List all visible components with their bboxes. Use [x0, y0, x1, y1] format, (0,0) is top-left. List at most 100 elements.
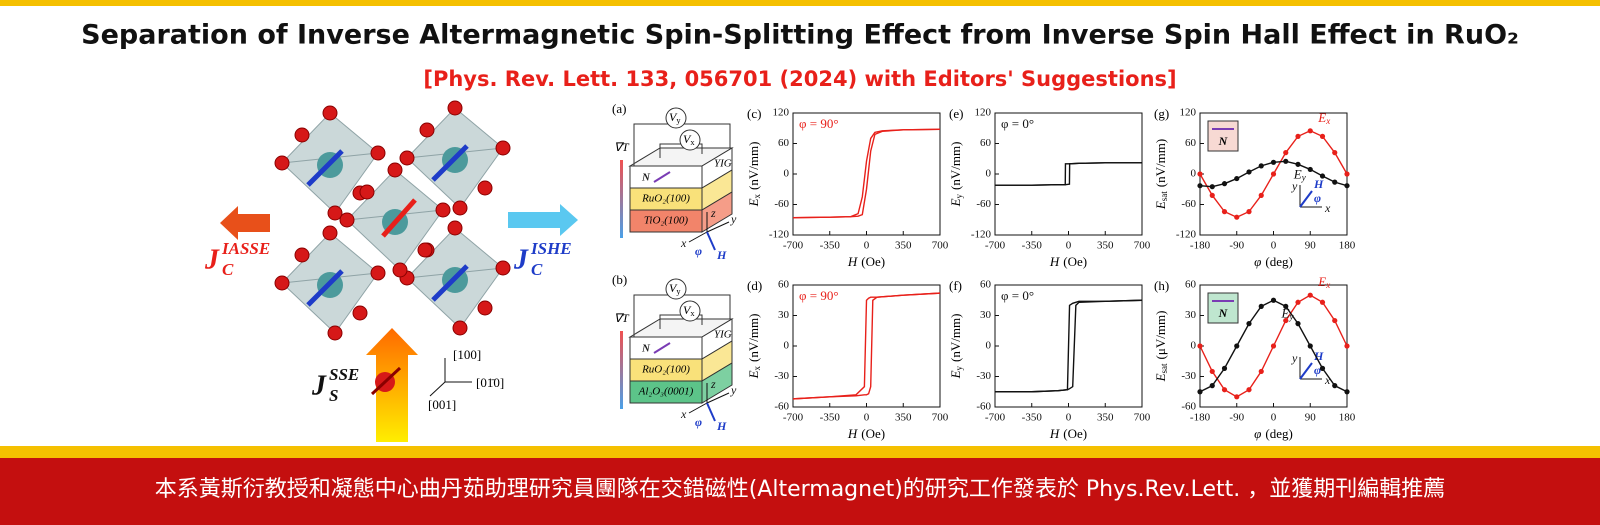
- x-tick-label: 0: [864, 412, 870, 424]
- subscript: sat: [1159, 363, 1169, 373]
- axis-label: H: [716, 248, 727, 262]
- data-point: [1283, 150, 1289, 156]
- layer-front: [629, 165, 703, 189]
- y-tick-label: -30: [976, 370, 991, 382]
- inset-h: [1299, 362, 1313, 380]
- data-point: [1234, 394, 1240, 400]
- x-tick-label: 700: [1134, 412, 1151, 424]
- symbol: E: [1281, 305, 1290, 320]
- voltmeter: [665, 107, 687, 129]
- oxygen-atom: [274, 155, 290, 171]
- oxygen-atom: [452, 320, 468, 336]
- subscript: x: [752, 193, 762, 198]
- oxygen-atom: [495, 260, 511, 276]
- y-axis-label: Ex (nV/mm): [746, 142, 762, 208]
- vector-label: N: [641, 343, 651, 355]
- panel-label: (c): [747, 106, 761, 121]
- inset-axis-label: y: [1291, 351, 1298, 365]
- series-line: [792, 128, 941, 219]
- axis-label: y: [730, 212, 737, 226]
- y-tick-label: 120: [1180, 107, 1197, 119]
- unit: (deg): [1265, 426, 1292, 441]
- series-label: Ex: [1317, 274, 1330, 290]
- x-tick-label: -700: [985, 240, 1006, 252]
- x-tick-label: -90: [1229, 240, 1244, 252]
- data-point: [1246, 387, 1252, 393]
- subscript: y: [676, 116, 681, 125]
- plot-frame: [994, 112, 1143, 236]
- axis-label: φ: [695, 244, 702, 258]
- symbol: φ: [1254, 426, 1261, 441]
- axis-label: y: [730, 383, 737, 397]
- layer-side: [701, 362, 733, 404]
- data-point: [1319, 173, 1326, 179]
- vector-arrow: [653, 171, 671, 183]
- voltmeter: [665, 278, 687, 300]
- subscript: x: [690, 138, 695, 147]
- axis-label: H: [716, 419, 727, 433]
- x-tick-label: -700: [783, 412, 804, 424]
- y-tick-label: 0: [784, 340, 790, 352]
- layer-label: RuO₂(100): [641, 364, 690, 376]
- inset-box: [1207, 292, 1239, 324]
- y-axis-label: Ex (nV/mm): [746, 314, 762, 380]
- data-point: [1270, 159, 1277, 165]
- data-point: [1234, 343, 1240, 349]
- x-axis-label: φ (deg): [1254, 426, 1293, 441]
- panel-label: (f): [949, 278, 962, 293]
- label-sup: ISHE: [530, 239, 572, 258]
- inset-axis-label: φ: [1314, 191, 1321, 205]
- x-tick-label: 0: [1271, 240, 1277, 252]
- annotation: φ = 90°: [799, 288, 839, 303]
- data-point: [1319, 133, 1326, 139]
- y-tick-label: 0: [986, 340, 992, 352]
- x-axis-label: H (Oe): [1049, 426, 1087, 441]
- axis-label: x: [680, 407, 687, 421]
- series-label: Ey: [1281, 305, 1294, 321]
- subscript: y: [1288, 311, 1293, 321]
- data-point: [1221, 181, 1228, 187]
- oxygen-atom: [370, 265, 386, 281]
- symbol: H: [1049, 254, 1060, 269]
- y-tick-label: 30: [980, 309, 992, 321]
- layer-label: RuO₂(100): [641, 193, 690, 205]
- footer-text: 本系黃斯衍教授和凝態中心曲丹茹助理研究員團隊在交錯磁性(Altermagnet)…: [155, 477, 1446, 502]
- y-tick-label: -60: [774, 401, 789, 413]
- gradient-bar: [620, 331, 623, 409]
- title: Separation of Inverse Altermagnetic Spin…: [81, 20, 1519, 51]
- spin-arrow: [431, 264, 469, 302]
- data-point: [1307, 166, 1313, 173]
- vector-label: N: [641, 172, 651, 184]
- x-tick-label: 350: [1097, 412, 1114, 424]
- gradient-label: ∇T: [614, 311, 630, 325]
- symbol: V: [683, 132, 692, 146]
- series-label: Ey: [1293, 166, 1306, 182]
- inset-axis-label: y: [1291, 179, 1298, 193]
- unit: (nV/mm): [948, 314, 963, 362]
- oxygen-atom: [435, 202, 451, 218]
- x-tick-label: 90: [1305, 240, 1317, 252]
- label-symbol: J: [204, 244, 220, 275]
- inset-h: [1299, 190, 1313, 208]
- symbol: E: [948, 198, 963, 207]
- y-tick-label: 30: [778, 309, 790, 321]
- gradient-label: ∇T: [614, 140, 630, 154]
- symbol: E: [1153, 201, 1168, 210]
- data-point: [1221, 365, 1228, 371]
- y-axis-label: Ey (nV/mm): [948, 314, 964, 380]
- series-line: [995, 162, 1142, 186]
- panel-label: (d): [747, 278, 762, 293]
- spin-arrow: [381, 198, 417, 238]
- iasse-arrow: [220, 206, 270, 240]
- oxygen-atom: [322, 225, 338, 241]
- x-tick-label: 350: [1097, 240, 1114, 252]
- symbol: φ: [1254, 254, 1261, 269]
- oxygen-atom: [359, 184, 375, 200]
- data-point: [1209, 383, 1215, 389]
- series-label: Ex: [1317, 110, 1330, 126]
- x-tick-label: 700: [1134, 240, 1151, 252]
- y-tick-label: -120: [971, 229, 992, 241]
- data-point: [1283, 158, 1289, 164]
